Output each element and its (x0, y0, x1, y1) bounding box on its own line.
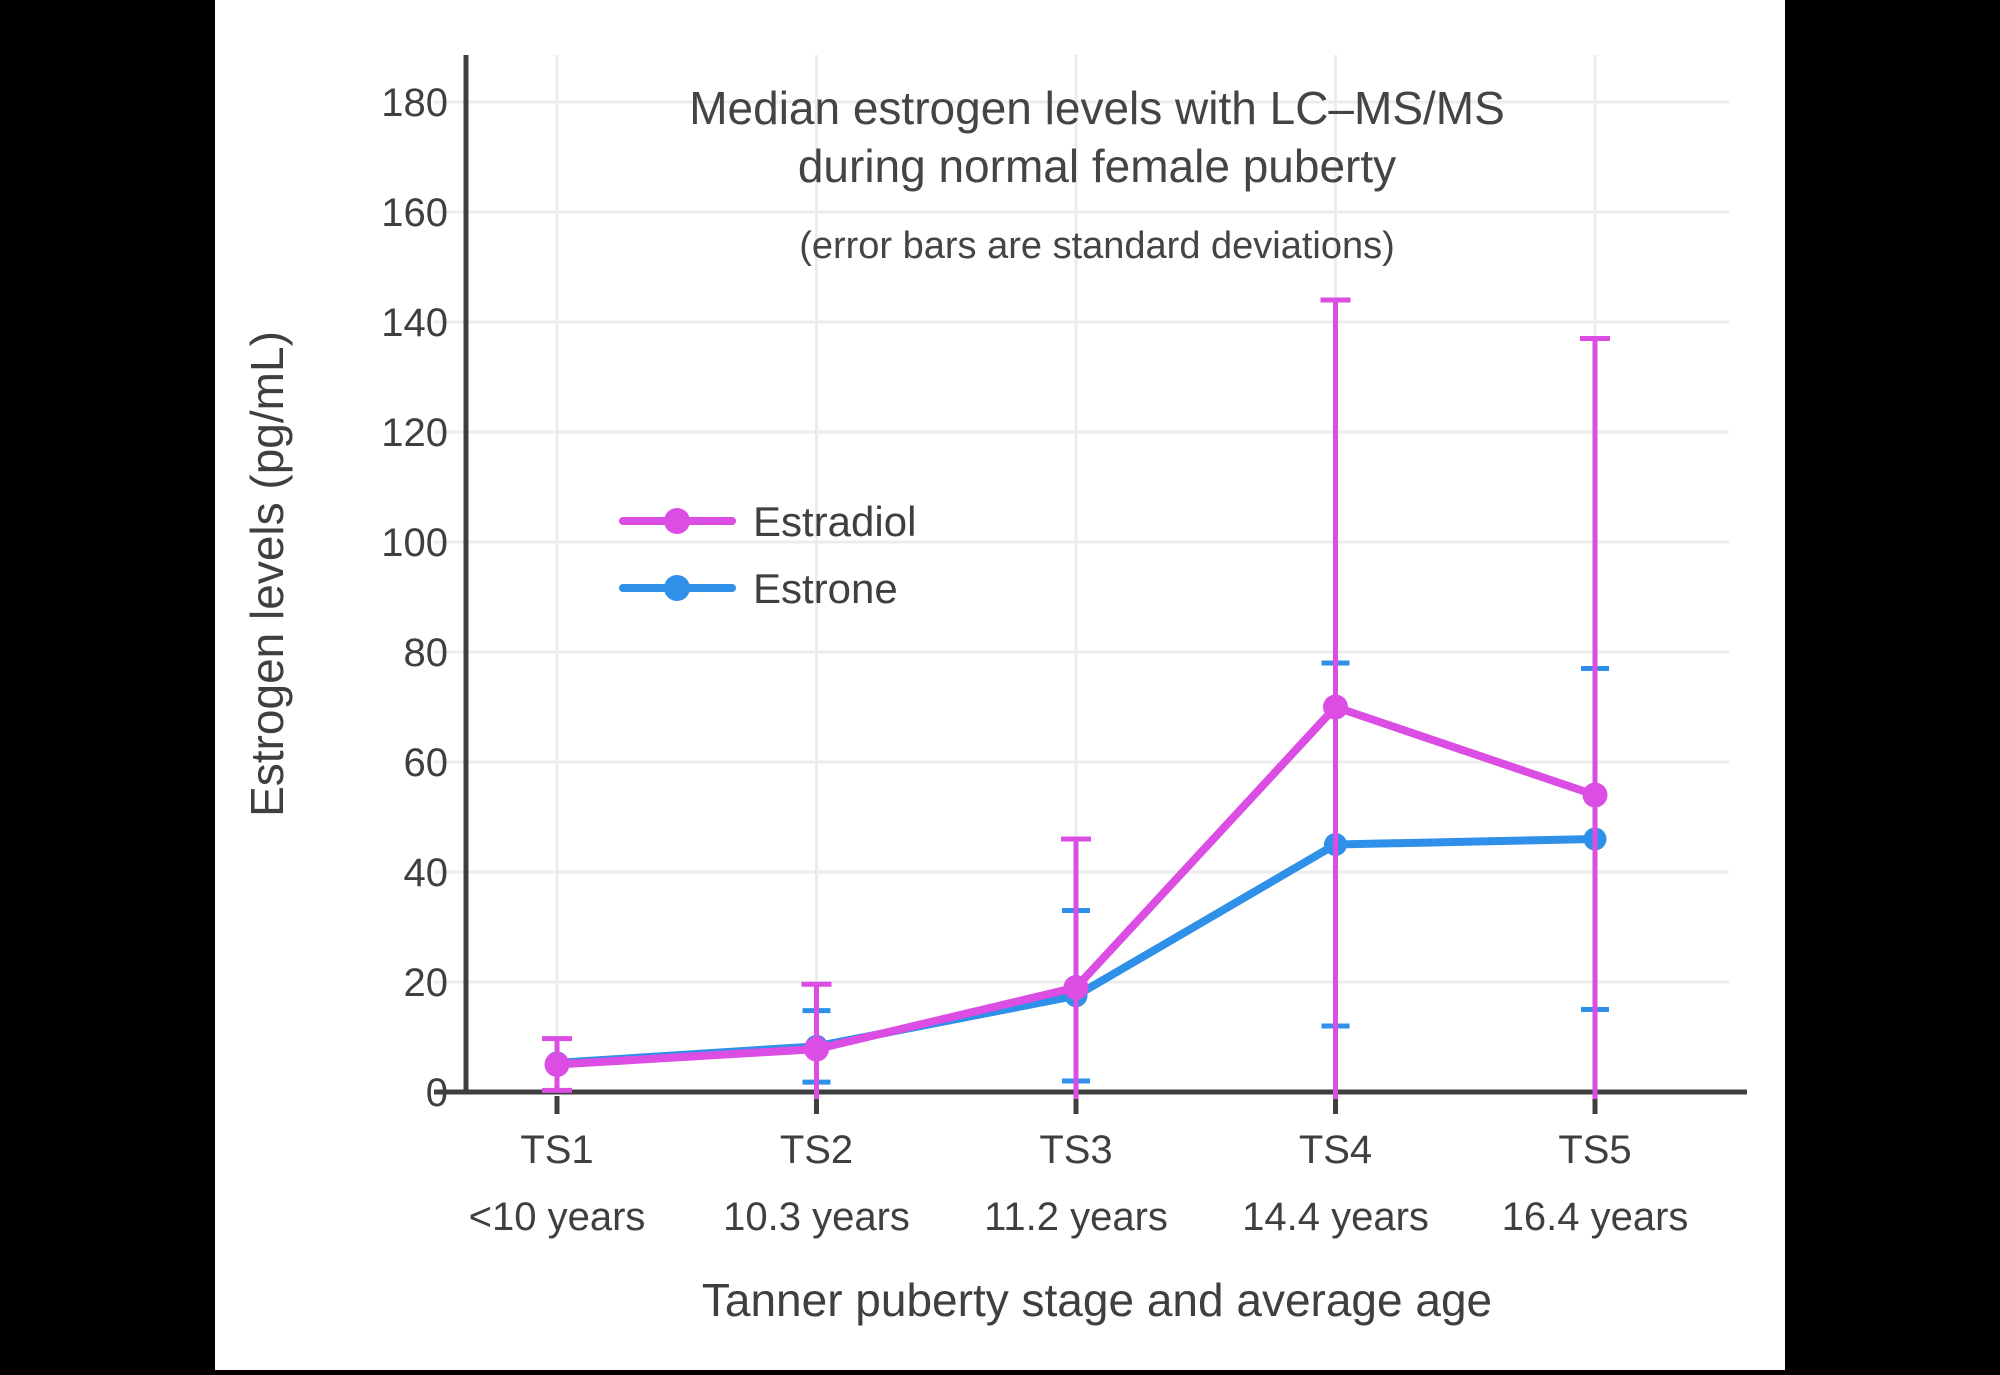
x-tick-labels: TS1 <10 years TS2 10.3 years TS3 11.2 years TS… (469, 1128, 1689, 1239)
marker-estradiol-TS1 (544, 1052, 570, 1077)
x-sublabel-TS3: 11.2 years (984, 1195, 1168, 1239)
marker-estradiol-TS2 (804, 1036, 829, 1062)
legend-item-estrone: Estrone (619, 565, 898, 612)
y-tick-label-160: 160 (381, 191, 448, 235)
legend-marker (664, 575, 690, 601)
y-tick-label-60: 60 (404, 741, 449, 785)
chart-title-line-2: during normal female puberty (798, 140, 1396, 192)
x-tick-label-TS1: TS1 (520, 1128, 593, 1172)
chart-subtitle: (error bars are standard deviations) (799, 225, 1395, 267)
legend-label: Estrone (753, 565, 898, 612)
pillarbox-left (0, 0, 215, 1370)
y-tick-label-100: 100 (381, 521, 448, 565)
error-bar-estradiol-TS3 (1061, 836, 1091, 1099)
x-tick-label-TS5: TS5 (1558, 1128, 1631, 1172)
y-tick-label-0: 0 (426, 1071, 448, 1115)
marker-estradiol-TS4 (1323, 694, 1348, 720)
x-sublabel-TS2: 10.3 years (723, 1195, 910, 1239)
x-sublabel-TS4: 14.4 years (1242, 1195, 1429, 1239)
series-estradiol (542, 297, 1610, 1099)
x-tick-label-TS4: TS4 (1299, 1128, 1372, 1172)
chart-title: Median estrogen levels with LC–MS/MS duri… (689, 82, 1505, 267)
y-tick-label-40: 40 (404, 851, 449, 895)
y-tick-labels: 0 20 40 60 80 100 120 140 160 180 (381, 81, 448, 1115)
pillarbox-right (1785, 0, 2000, 1370)
chart-title-line-1: Median estrogen levels with LC–MS/MS (689, 82, 1505, 134)
marker-estradiol-TS5 (1582, 782, 1608, 808)
y-tick-label-20: 20 (404, 961, 449, 1005)
gridlines (434, 55, 1729, 1092)
x-sublabel-TS1: <10 years (469, 1195, 646, 1239)
legend: Estradiol Estrone (619, 498, 916, 612)
estrogen-levels-chart: 0 20 40 60 80 100 120 140 160 180 TS1 <10 years TS2 1… (241, 55, 1747, 1326)
x-tick-label-TS2: TS2 (780, 1128, 853, 1172)
x-sublabel-TS5: 16.4 years (1502, 1195, 1689, 1239)
y-axis-title: Estrogen levels (pg/mL) (241, 331, 293, 817)
y-tick-label-140: 140 (381, 301, 448, 345)
legend-marker (664, 508, 690, 534)
legend-item-estradiol: Estradiol (619, 498, 916, 545)
marker-estradiol-TS3 (1063, 975, 1089, 1000)
y-tick-label-120: 120 (381, 411, 448, 455)
x-tick-label-TS3: TS3 (1039, 1128, 1112, 1172)
error-bar-estradiol-TS5 (1580, 336, 1610, 1099)
legend-label: Estradiol (753, 498, 916, 545)
y-tick-label-180: 180 (381, 81, 448, 125)
y-tick-label-80: 80 (404, 631, 449, 675)
chart-canvas: 0 20 40 60 80 100 120 140 160 180 TS1 <10 years TS2 1… (215, 0, 1785, 1370)
x-axis-title: Tanner puberty stage and average age (702, 1274, 1492, 1326)
